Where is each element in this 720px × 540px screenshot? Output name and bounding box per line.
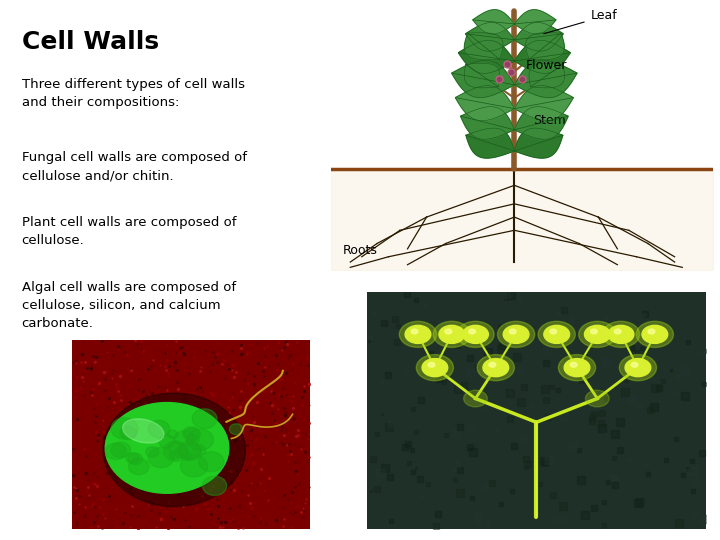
Circle shape (463, 325, 488, 343)
Polygon shape (461, 107, 514, 139)
Circle shape (428, 362, 435, 367)
Circle shape (570, 362, 577, 367)
Polygon shape (514, 60, 577, 98)
Text: Leaf: Leaf (590, 9, 618, 22)
Polygon shape (526, 33, 564, 59)
Text: Fungal cell walls are composed of
cellulose and/or chitin.: Fungal cell walls are composed of cellul… (22, 151, 246, 182)
Circle shape (585, 390, 609, 407)
Circle shape (120, 426, 137, 440)
Circle shape (174, 447, 189, 458)
Circle shape (590, 329, 598, 334)
Polygon shape (514, 128, 563, 158)
Text: Flower: Flower (526, 59, 567, 72)
Text: Cell Walls: Cell Walls (22, 30, 158, 53)
Circle shape (489, 362, 496, 367)
Polygon shape (455, 85, 514, 120)
Circle shape (439, 325, 464, 343)
Circle shape (559, 355, 595, 381)
Circle shape (483, 359, 508, 377)
Circle shape (422, 359, 448, 377)
Text: Stem: Stem (534, 114, 566, 127)
Circle shape (126, 453, 139, 463)
Ellipse shape (122, 419, 164, 443)
Circle shape (469, 329, 475, 334)
Circle shape (148, 420, 170, 437)
Circle shape (159, 435, 175, 448)
Circle shape (564, 359, 590, 377)
Circle shape (181, 455, 207, 477)
Circle shape (503, 325, 529, 343)
Circle shape (148, 447, 174, 468)
Circle shape (145, 447, 159, 457)
Polygon shape (473, 10, 514, 34)
Circle shape (625, 359, 651, 377)
Circle shape (603, 321, 639, 347)
Circle shape (103, 393, 246, 507)
Circle shape (642, 325, 667, 343)
Circle shape (178, 441, 201, 460)
Text: Roots: Roots (343, 244, 377, 257)
Circle shape (193, 445, 206, 455)
Circle shape (648, 329, 655, 334)
Circle shape (187, 429, 214, 450)
Circle shape (186, 434, 199, 445)
Polygon shape (529, 63, 564, 88)
Circle shape (433, 321, 470, 347)
Text: Algal cell walls are composed of
cellulose, silicon, and calcium
carbonate.: Algal cell walls are composed of cellulo… (22, 281, 235, 330)
Circle shape (168, 430, 178, 438)
Circle shape (111, 418, 138, 439)
Circle shape (230, 424, 243, 435)
Circle shape (174, 430, 194, 447)
Circle shape (631, 362, 638, 367)
Circle shape (179, 443, 201, 460)
Circle shape (636, 321, 673, 347)
Circle shape (168, 441, 183, 453)
Circle shape (111, 442, 130, 457)
Polygon shape (466, 23, 514, 51)
Circle shape (169, 451, 180, 460)
Circle shape (619, 355, 657, 381)
Circle shape (585, 325, 610, 343)
Circle shape (544, 325, 570, 343)
Circle shape (128, 458, 149, 475)
Circle shape (184, 428, 200, 441)
Circle shape (498, 321, 535, 347)
Ellipse shape (105, 403, 229, 494)
Polygon shape (464, 63, 500, 88)
Circle shape (182, 452, 192, 460)
Circle shape (608, 325, 634, 343)
Circle shape (509, 329, 516, 334)
Circle shape (411, 329, 418, 334)
Circle shape (199, 452, 224, 471)
Circle shape (550, 329, 557, 334)
Circle shape (445, 329, 452, 334)
Text: Three different types of cell walls
and their compositions:: Three different types of cell walls and … (22, 78, 245, 109)
Circle shape (416, 355, 454, 381)
Circle shape (105, 443, 126, 460)
Circle shape (538, 321, 575, 347)
Polygon shape (451, 60, 514, 98)
Circle shape (457, 321, 494, 347)
Polygon shape (466, 128, 514, 158)
Polygon shape (514, 85, 573, 120)
Polygon shape (464, 33, 503, 59)
Circle shape (579, 321, 616, 347)
Circle shape (464, 390, 487, 407)
Circle shape (163, 442, 188, 461)
Circle shape (477, 355, 514, 381)
Polygon shape (514, 23, 563, 51)
Text: Plant cell walls are composed of
cellulose.: Plant cell walls are composed of cellulo… (22, 216, 236, 247)
Circle shape (614, 329, 621, 334)
Circle shape (192, 409, 217, 429)
Circle shape (400, 321, 436, 347)
Polygon shape (514, 10, 556, 34)
Circle shape (202, 476, 227, 496)
Polygon shape (459, 40, 514, 73)
Circle shape (405, 325, 431, 343)
Circle shape (183, 427, 199, 440)
Polygon shape (514, 40, 570, 73)
Circle shape (128, 453, 143, 464)
Polygon shape (514, 107, 568, 139)
